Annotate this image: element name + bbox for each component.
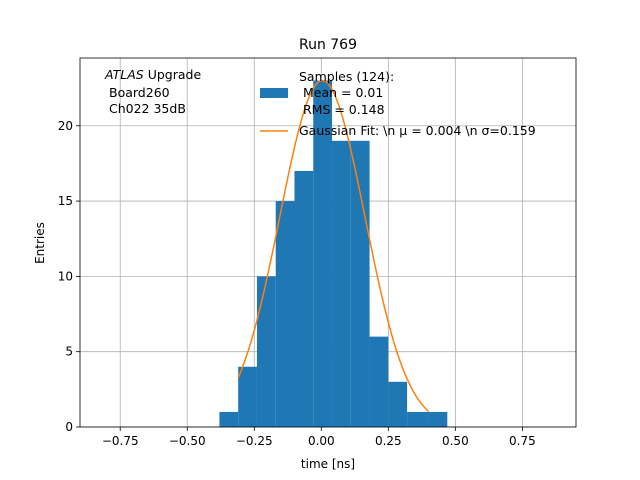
- y-tick-label: 15: [58, 194, 73, 208]
- histogram-bar: [219, 411, 239, 427]
- y-tick-label: 0: [65, 420, 73, 434]
- x-tick-label: 0.00: [308, 434, 335, 448]
- x-tick-label: −0.25: [236, 434, 273, 448]
- atlas-annotation: ATLAS Upgrade Board260 Ch022 35dB: [104, 67, 201, 116]
- legend-hist-line-1: Samples (124):: [299, 69, 394, 84]
- annotation-channel: Ch022 35dB: [109, 101, 186, 116]
- histogram-bar: [256, 276, 276, 427]
- x-tick-label: 0.50: [442, 434, 469, 448]
- x-tick-label: −0.75: [102, 434, 139, 448]
- y-tick-label: 10: [58, 269, 73, 283]
- x-axis-ticks: −0.75 −0.50 −0.25 0.00 0.25 0.50 0.75: [102, 427, 536, 448]
- atlas-suffix: Upgrade: [144, 67, 202, 82]
- histogram-bar: [275, 201, 295, 427]
- histogram-bar: [388, 381, 408, 427]
- annotation-board: Board260: [109, 85, 170, 100]
- chart-title: Run 769: [299, 37, 357, 53]
- histogram-bar: [428, 411, 448, 427]
- histogram-bar: [350, 140, 370, 427]
- atlas-label: ATLAS: [104, 67, 144, 82]
- y-tick-label: 20: [58, 119, 73, 133]
- legend-hist-line-2: Mean = 0.01: [299, 85, 383, 100]
- histogram-bar: [332, 140, 351, 427]
- histogram-bar: [313, 80, 333, 428]
- y-tick-label: 5: [65, 345, 73, 359]
- histogram-bars: [219, 80, 448, 428]
- x-axis-label: time [ns]: [301, 457, 355, 471]
- legend: Samples (124): Mean = 0.01 RMS = 0.148 G…: [260, 69, 536, 138]
- histogram-bar: [369, 336, 389, 427]
- x-tick-label: 0.25: [375, 434, 402, 448]
- plot-frame: [79, 57, 577, 428]
- histogram-bar: [407, 411, 429, 427]
- y-axis-label: Entries: [33, 222, 47, 264]
- legend-hist-line-3: RMS = 0.148: [299, 102, 385, 117]
- histogram-bar: [238, 366, 257, 427]
- y-axis-ticks: 0 5 10 15 20: [58, 119, 80, 434]
- gaussian-fit-curve: [237, 79, 430, 412]
- legend-fit-label: Gaussian Fit: \n μ = 0.004 \n σ=0.159: [299, 123, 536, 138]
- histogram-bar: [294, 170, 314, 428]
- legend-hist-swatch: [260, 88, 288, 98]
- x-tick-label: −0.50: [169, 434, 206, 448]
- x-tick-label: 0.75: [509, 434, 536, 448]
- annotation-line-1: ATLAS Upgrade: [104, 67, 201, 82]
